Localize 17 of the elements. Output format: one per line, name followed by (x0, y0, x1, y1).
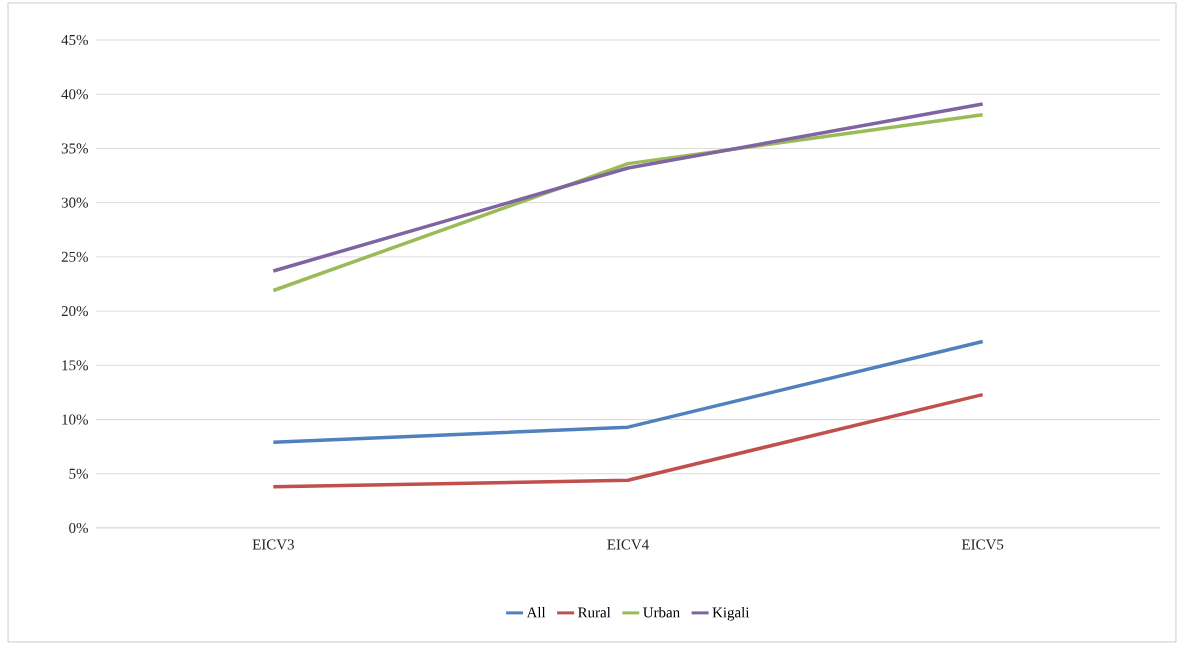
legend-label: Urban (643, 606, 680, 618)
y-tick-label: 10% (62, 414, 88, 425)
y-tick-label: 30% (61, 197, 88, 208)
y-tick-label: 5% (69, 468, 88, 479)
y-tick-label: 20% (61, 306, 88, 317)
x-tick-label: EICV4 (607, 539, 649, 550)
y-tick-label: 25% (61, 251, 88, 262)
y-tick-label: 35% (61, 143, 88, 154)
y-tick-label: 40% (61, 89, 88, 100)
x-tick-label: EICV5 (961, 539, 1004, 550)
legend-label: Rural (578, 606, 611, 618)
x-tick-label: EICV3 (252, 539, 294, 550)
y-tick-label: 0% (69, 522, 88, 534)
legend-label: All (526, 606, 546, 618)
y-tick-label: 15% (62, 360, 88, 371)
y-tick-label: 45% (61, 34, 88, 46)
legend-label: Kigali (712, 606, 750, 621)
